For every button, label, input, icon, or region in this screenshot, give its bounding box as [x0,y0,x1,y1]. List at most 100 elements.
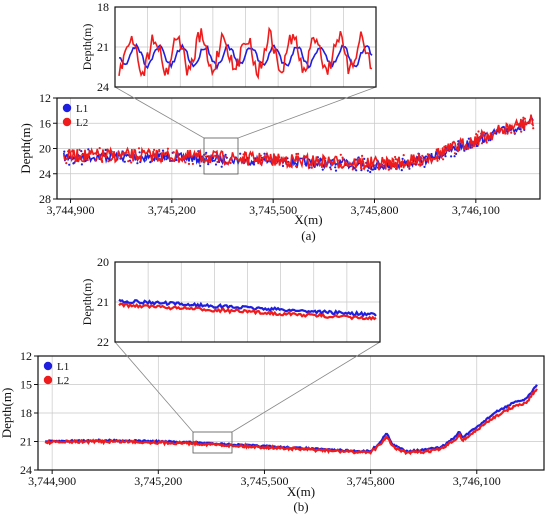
series-point-L2 [222,160,225,163]
series-point-L1 [360,169,363,172]
series-point-L2 [481,134,484,137]
series-point-L1 [207,163,210,166]
x-axis-label: X(m) [294,212,322,227]
legend-label-L2: L2 [76,117,88,129]
series-point-L1 [369,170,372,174]
series-point-L1 [401,157,404,160]
y-axis-label: Depth(m) [0,388,14,439]
series-point-L1 [387,166,390,169]
series-point-L2 [158,150,161,153]
series-point-L2 [532,127,535,130]
series-point-L2 [148,150,151,153]
series-point-L2 [224,155,227,158]
y-tick-label: 15 [20,378,32,392]
series-point-L1 [444,155,447,158]
series-point-L2 [287,161,290,164]
series-point-L2 [65,162,68,165]
series-point-L2 [480,142,484,145]
series-point-L2 [421,154,424,157]
series-point-L2 [155,149,158,152]
series-point-L2 [94,159,97,162]
series-point-L1 [138,151,141,154]
inset-y-tick-label: 21 [97,40,109,54]
series-point-L2 [141,150,144,153]
series-point-L2 [513,132,516,135]
x-tick-label: 3,745,500 [249,203,297,217]
legend-marker-L2 [43,375,53,385]
series-point-L2 [453,152,456,155]
series-point-L1 [68,163,71,166]
y-tick-label: 20 [39,142,51,156]
series-point-L2 [443,145,446,148]
series-point-L2 [155,152,158,155]
series-point-L1 [123,160,126,163]
inset-y-tick-label: 20 [97,255,109,269]
series-point-L2 [216,160,219,163]
series-point-L2 [333,159,336,162]
series-point-L2 [522,127,526,130]
series-point-L2 [360,163,363,166]
x-tick-label: 3,744,900 [47,203,95,217]
series-point-L2 [361,154,364,157]
series-point-L2 [122,152,125,155]
series-point-L2 [506,132,509,135]
series-point-L2 [487,137,490,140]
series-point-L2 [442,158,445,161]
series-point-L2 [186,152,189,155]
series-point-L1 [175,158,178,162]
series-line-L2 [63,114,534,171]
series-point-L2 [477,130,480,133]
series-point-L2 [125,151,128,154]
inset-series-L1 [118,298,377,318]
inset-series-L2 [118,26,373,80]
series-point-L2 [161,159,164,162]
series-point-L2 [117,153,120,156]
legend-label-L1: L1 [76,103,88,115]
chart-a: 12 16 20 24 283,744,900 3,745,200 3,745,500 3,7… [18,0,541,243]
series-point-L2 [330,161,333,164]
series-point-L2 [152,153,155,157]
series-point-L2 [172,151,175,154]
zoom-connector [114,86,205,139]
x-tick-label: 3,745,200 [148,203,196,217]
series-point-L2 [426,153,429,156]
series-point-L2 [394,158,397,161]
series-point-L1 [87,148,90,151]
series-point-L2 [394,155,397,159]
y-tick-label: 18 [20,406,32,420]
series-point-L2 [229,161,232,165]
series-point-L2 [420,156,423,160]
legend-marker-L1 [62,103,72,113]
series-point-L2 [367,164,370,167]
series-point-L2 [294,165,298,168]
zoom-connector [114,341,194,433]
series-point-L1 [453,155,456,158]
series-point-L1 [400,169,403,172]
series-point-L2 [485,141,488,144]
series-point-L2 [71,150,74,153]
series-point-L2 [436,159,439,162]
x-tick-label: 3,745,800 [347,474,395,488]
y-tick-label: 24 [20,463,32,477]
series-line-L2 [44,388,538,456]
series-point-L2 [401,163,404,166]
series-point-L2 [341,158,344,161]
series-point-L1 [149,161,152,164]
series-point-L2 [310,166,313,169]
series-point-L2 [218,159,221,162]
x-tick-label: 3,745,800 [350,203,398,217]
series-point-L2 [413,162,416,165]
y-tick-label: 21 [20,435,32,449]
zoom-connector [237,86,377,139]
series-point-L2 [482,131,486,134]
series-point-L2 [136,155,139,158]
series-point-L2 [285,156,288,159]
series-point-L2 [411,162,414,165]
series-point-L1 [431,156,434,159]
series-point-L2 [184,161,187,164]
series-point-L2 [78,148,81,151]
series-point-L2 [111,157,114,160]
series-point-L1 [423,165,426,168]
